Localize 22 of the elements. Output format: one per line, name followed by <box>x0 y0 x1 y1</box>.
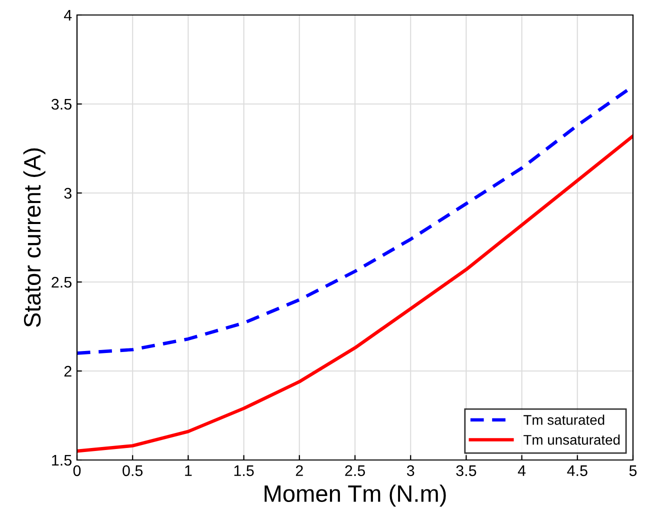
x-tick-label: 3.5 <box>456 465 476 476</box>
y-tick-label: 4 <box>64 10 72 21</box>
x-tick-label: 2.5 <box>345 465 365 476</box>
y-tick-label: 1.5 <box>52 455 72 466</box>
y-tick-label: 3.5 <box>51 98 72 110</box>
line-series <box>77 134 633 453</box>
y-axis-title: Stator current (A) <box>23 148 46 327</box>
x-tick-label: 0.5 <box>122 465 143 476</box>
x-axis-title: Momen Tm (N.m) <box>264 484 446 507</box>
y-tick-label: 2.5 <box>52 276 72 288</box>
y-tick-label: 3 <box>64 188 72 199</box>
x-tick-label: 5 <box>629 465 637 476</box>
x-tick-label: 4 <box>518 465 526 476</box>
x-tick-label: 3 <box>406 465 414 476</box>
x-tick-label: 1 <box>185 465 192 476</box>
legend-label: Tm saturated <box>524 414 604 425</box>
x-tick-label: 4.5 <box>567 465 588 476</box>
y-tick-label: 2 <box>64 366 72 377</box>
x-tick-label: 2 <box>296 465 303 476</box>
x-tick-label: 1.5 <box>234 465 254 476</box>
x-tick-label: 0 <box>73 465 81 476</box>
legend-label: Tm unsaturated <box>524 434 620 445</box>
